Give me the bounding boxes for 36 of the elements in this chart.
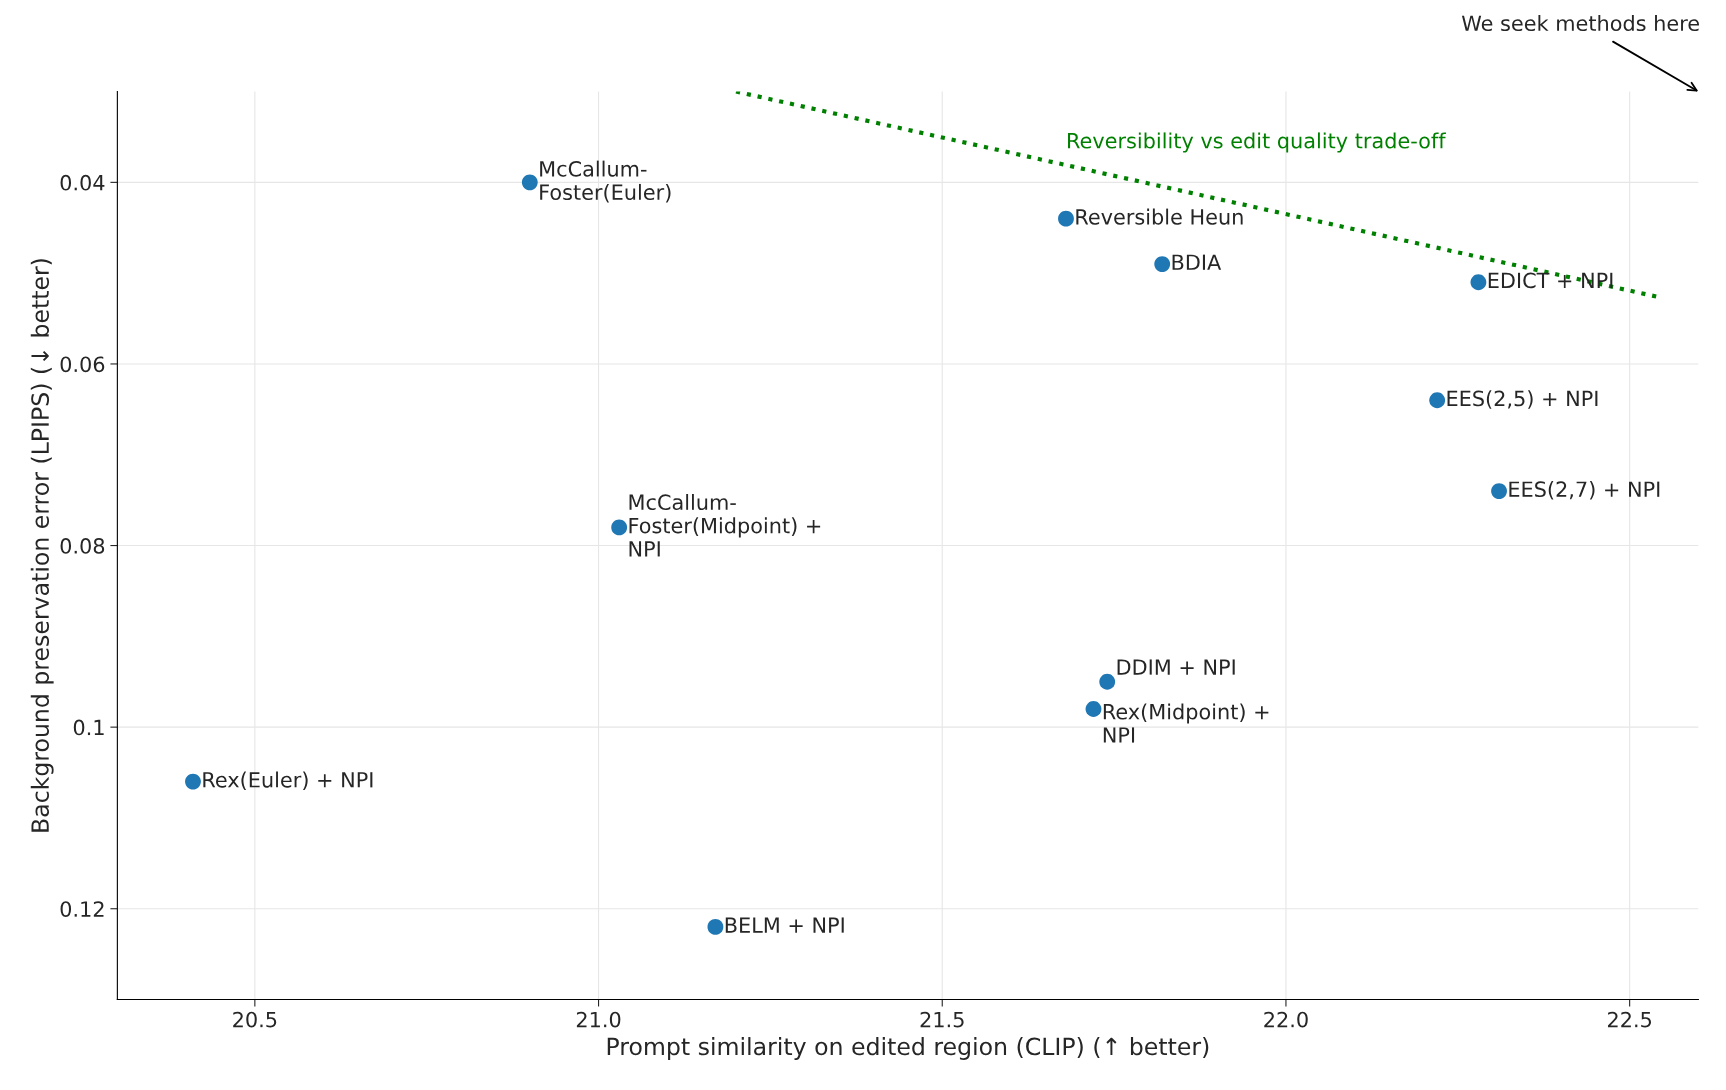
point [1058,210,1074,227]
annotation: EDICT + NPI [1488,272,1613,289]
annotation: BDIA [1172,254,1222,270]
point [1085,701,1102,717]
y-tick-label: 0.06 [60,356,105,373]
text: We seek methods here [1461,14,1699,32]
point [1491,483,1507,499]
series-label: Reversibility vs edit quality trade-off [1068,132,1446,153]
x-tick-label: 20.5 [233,1011,277,1028]
y-tick-label: 0.12 [60,901,104,917]
annotation: McCallum- Foster(Midpoint) + NPI [629,493,821,557]
x-tick-label: 21.0 [576,1011,621,1028]
x-tick-label: 22.0 [1264,1011,1308,1028]
annotation: EES(2,5) + NPI [1447,390,1598,409]
annotation: EES(2,7) + NPI [1509,481,1660,500]
annotation: BELM + NPI [725,917,844,933]
point [1470,274,1487,291]
point [521,174,538,191]
y-tick-label: 0.08 [60,538,105,554]
x-tick-label: 22.5 [1607,1011,1652,1028]
annotation: Reversible Heun [1076,208,1243,225]
point [1099,673,1116,690]
x-axis-title: Prompt similarity on edited region (CLIP) (↑ better) [607,1037,1209,1060]
point [1429,392,1446,409]
y-axis-title: Background preservation error (LPIPS) (↓ better) [30,259,54,832]
annotation: McCallum- Foster(Euler) [540,160,671,203]
annotation: Rex(Euler) + NPI [203,771,373,791]
y-tick-label: 0.1 [73,719,104,736]
x-tick-label: 21.5 [920,1011,964,1028]
point [611,519,628,536]
y-tick-label: 0.04 [60,174,105,191]
annotation: DDIM + NPI [1117,659,1235,675]
point [185,773,201,790]
annotation: Rex(Midpoint) + NPI [1103,703,1269,743]
point [707,918,724,935]
point [1154,256,1171,272]
